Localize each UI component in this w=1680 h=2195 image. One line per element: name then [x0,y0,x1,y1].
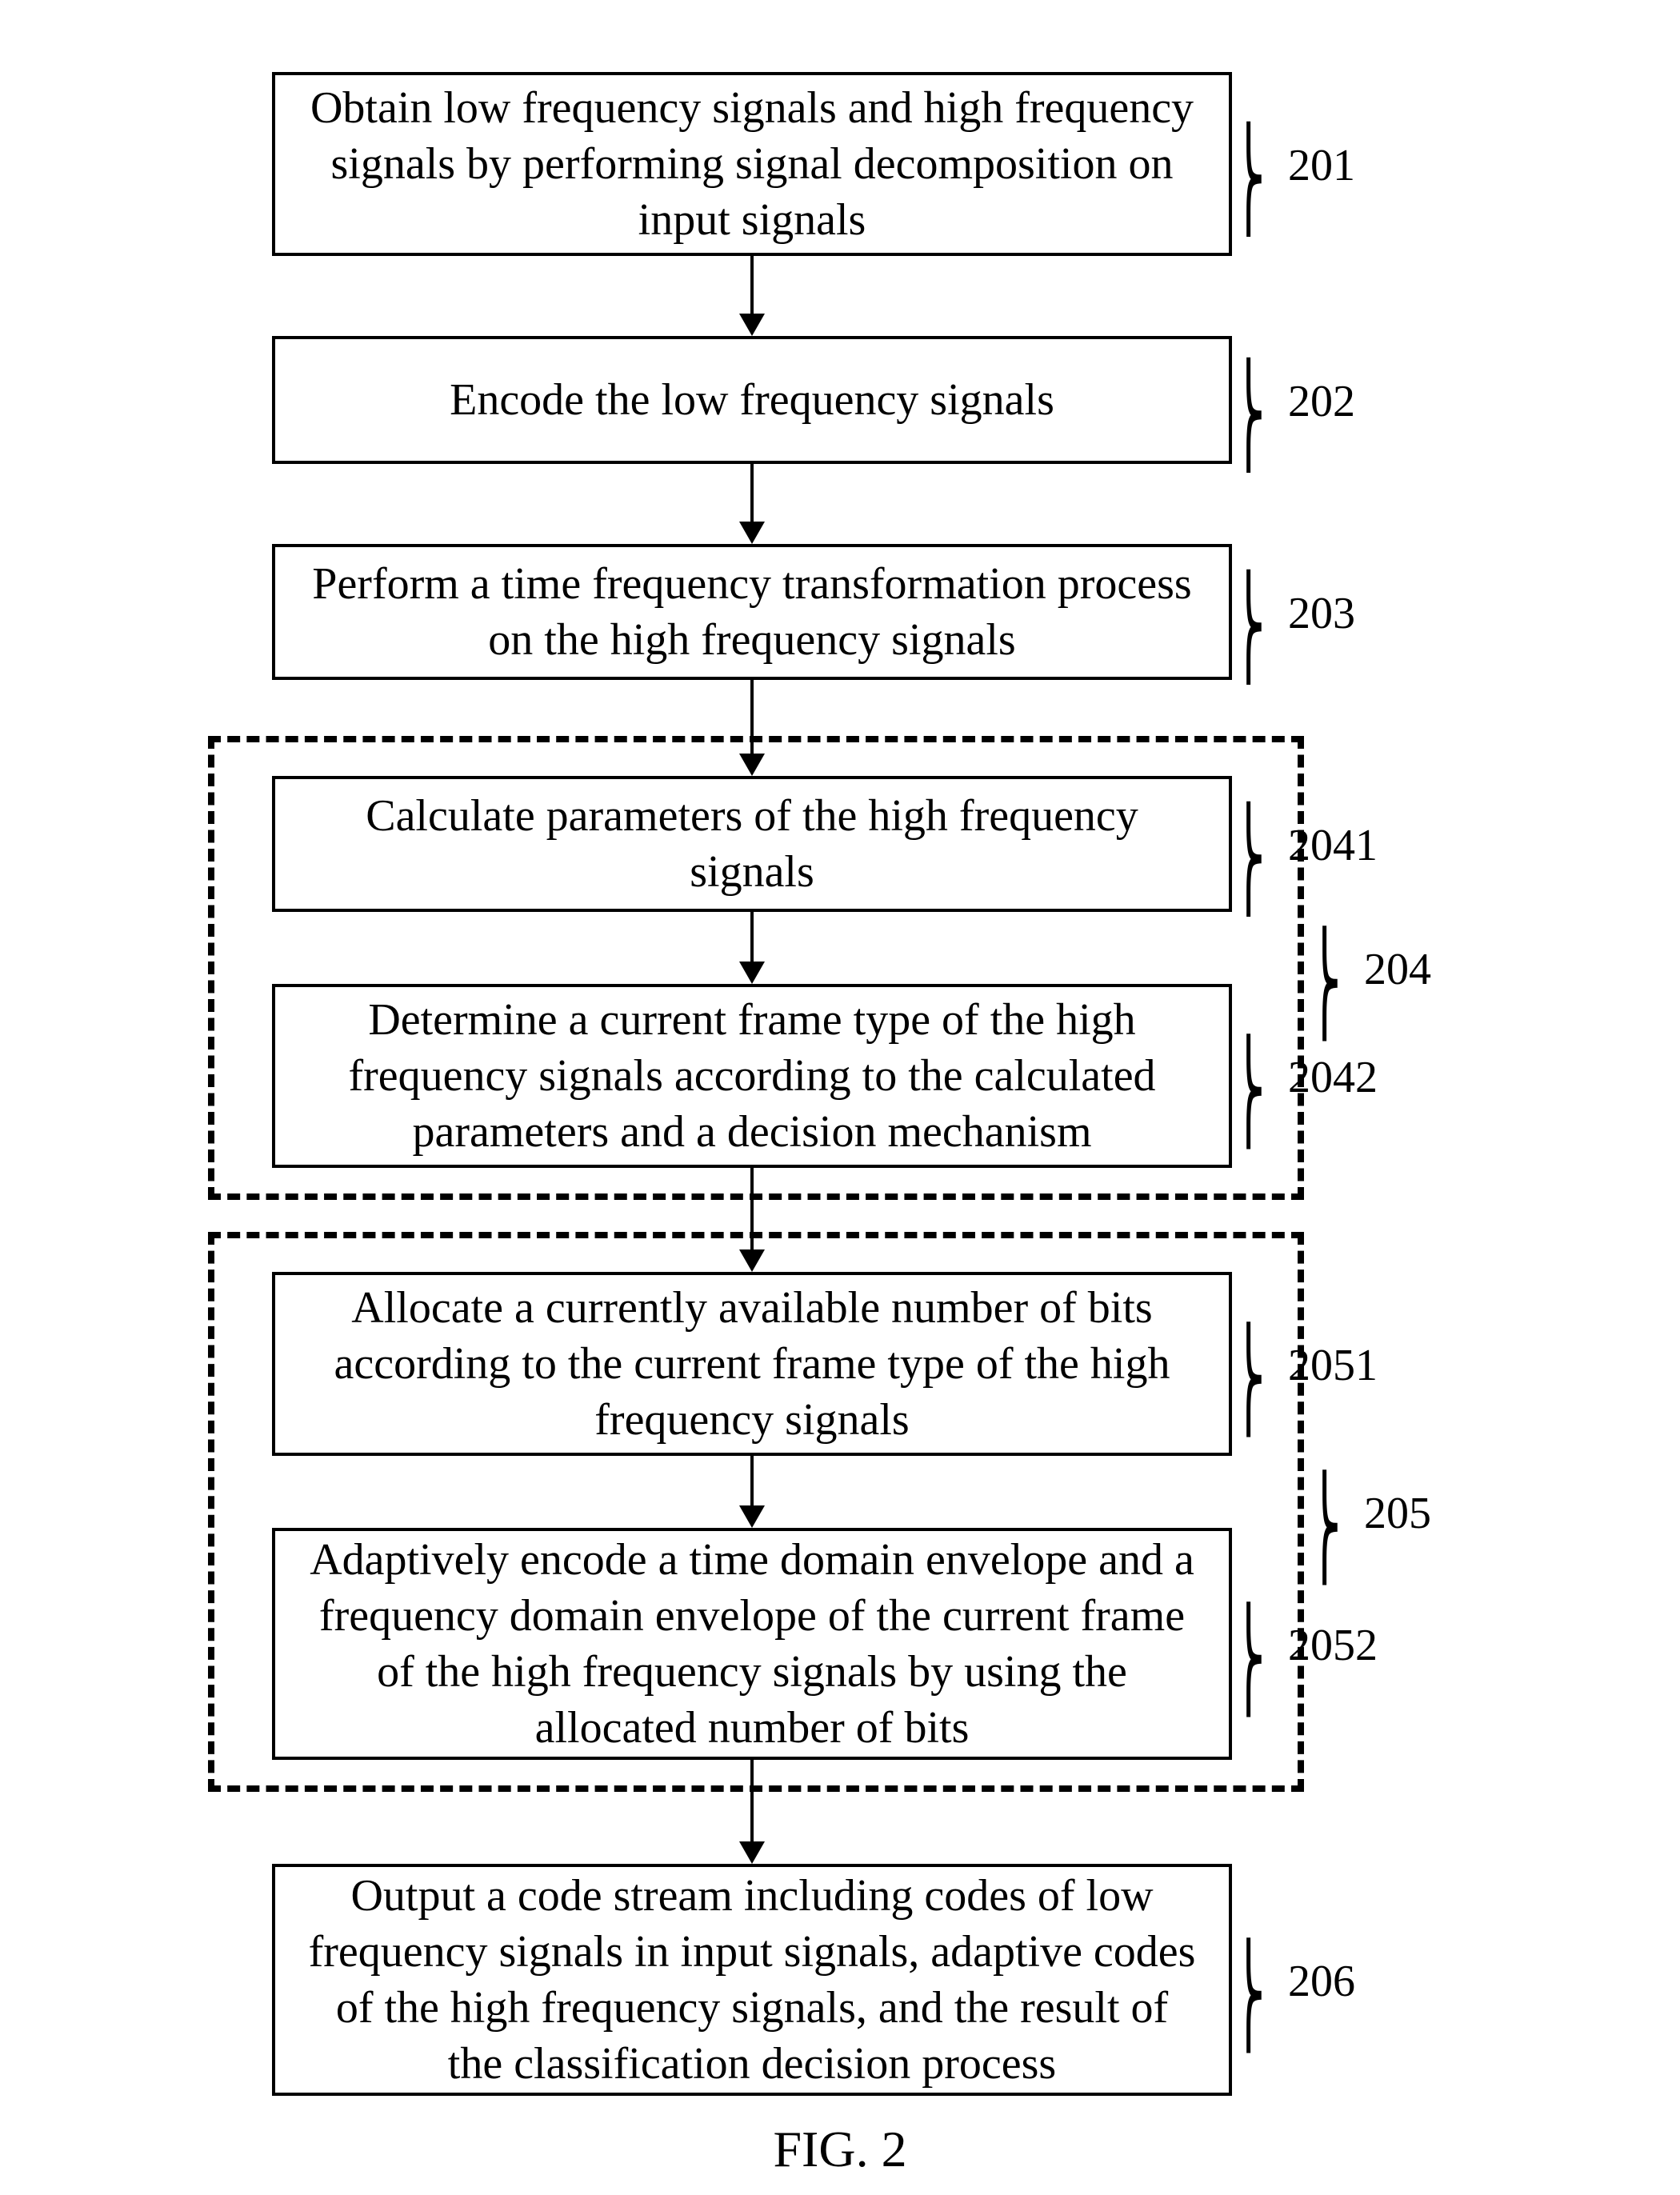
step-201-text: Obtain low frequency signals and high fr… [307,80,1197,248]
step-2052: Adaptively encode a time domain envelope… [272,1528,1232,1760]
brace-201: ⎬ [1232,123,1265,237]
arrow [750,1760,754,1841]
step-206-text: Output a code stream including codes of … [307,1868,1197,2092]
brace-205: ⎬ [1308,1471,1341,1585]
label-206: 206 [1288,1956,1355,2007]
step-203: Perform a time frequency transformation … [272,544,1232,680]
label-203: 203 [1288,588,1355,639]
arrow-head-icon [739,1841,765,1864]
brace-202: ⎬ [1232,359,1265,473]
figure-caption-text: FIG. 2 [773,2121,906,2177]
brace-203: ⎬ [1232,571,1265,685]
step-2041: Calculate parameters of the high frequen… [272,776,1232,912]
step-2042-text: Determine a current frame type of the hi… [307,992,1197,1160]
step-203-text: Perform a time frequency transformation … [307,556,1197,668]
arrow [750,256,754,314]
arrow-head-icon [739,522,765,544]
arrow-head-icon [739,962,765,984]
step-2051: Allocate a currently available number of… [272,1272,1232,1456]
figure-caption: FIG. 2 [0,2120,1680,2179]
step-202-text: Encode the low frequency signals [450,372,1054,428]
label-201: 201 [1288,140,1355,191]
arrow [750,912,754,962]
label-202: 202 [1288,376,1355,427]
brace-2051: ⎬ [1232,1323,1265,1437]
step-202: Encode the low frequency signals [272,336,1232,464]
label-2042: 2042 [1288,1052,1378,1103]
label-205: 205 [1364,1488,1431,1539]
step-2041-text: Calculate parameters of the high frequen… [307,788,1197,900]
brace-204: ⎬ [1308,927,1341,1041]
flowchart-canvas: Obtain low frequency signals and high fr… [0,0,1680,2195]
arrow [750,464,754,522]
arrow [750,1456,754,1505]
arrow-head-icon [739,314,765,336]
arrow-head-icon [739,1505,765,1528]
brace-2042: ⎬ [1232,1035,1265,1149]
step-2051-text: Allocate a currently available number of… [307,1280,1197,1448]
step-2042: Determine a current frame type of the hi… [272,984,1232,1168]
step-206: Output a code stream including codes of … [272,1864,1232,2096]
step-201: Obtain low frequency signals and high fr… [272,72,1232,256]
brace-206: ⎬ [1232,1939,1265,2053]
label-2041: 2041 [1288,820,1378,871]
brace-2052: ⎬ [1232,1603,1265,1717]
label-2051: 2051 [1288,1340,1378,1391]
label-204: 204 [1364,944,1431,995]
label-2052: 2052 [1288,1620,1378,1671]
brace-2041: ⎬ [1232,803,1265,917]
step-2052-text: Adaptively encode a time domain envelope… [307,1532,1197,1756]
